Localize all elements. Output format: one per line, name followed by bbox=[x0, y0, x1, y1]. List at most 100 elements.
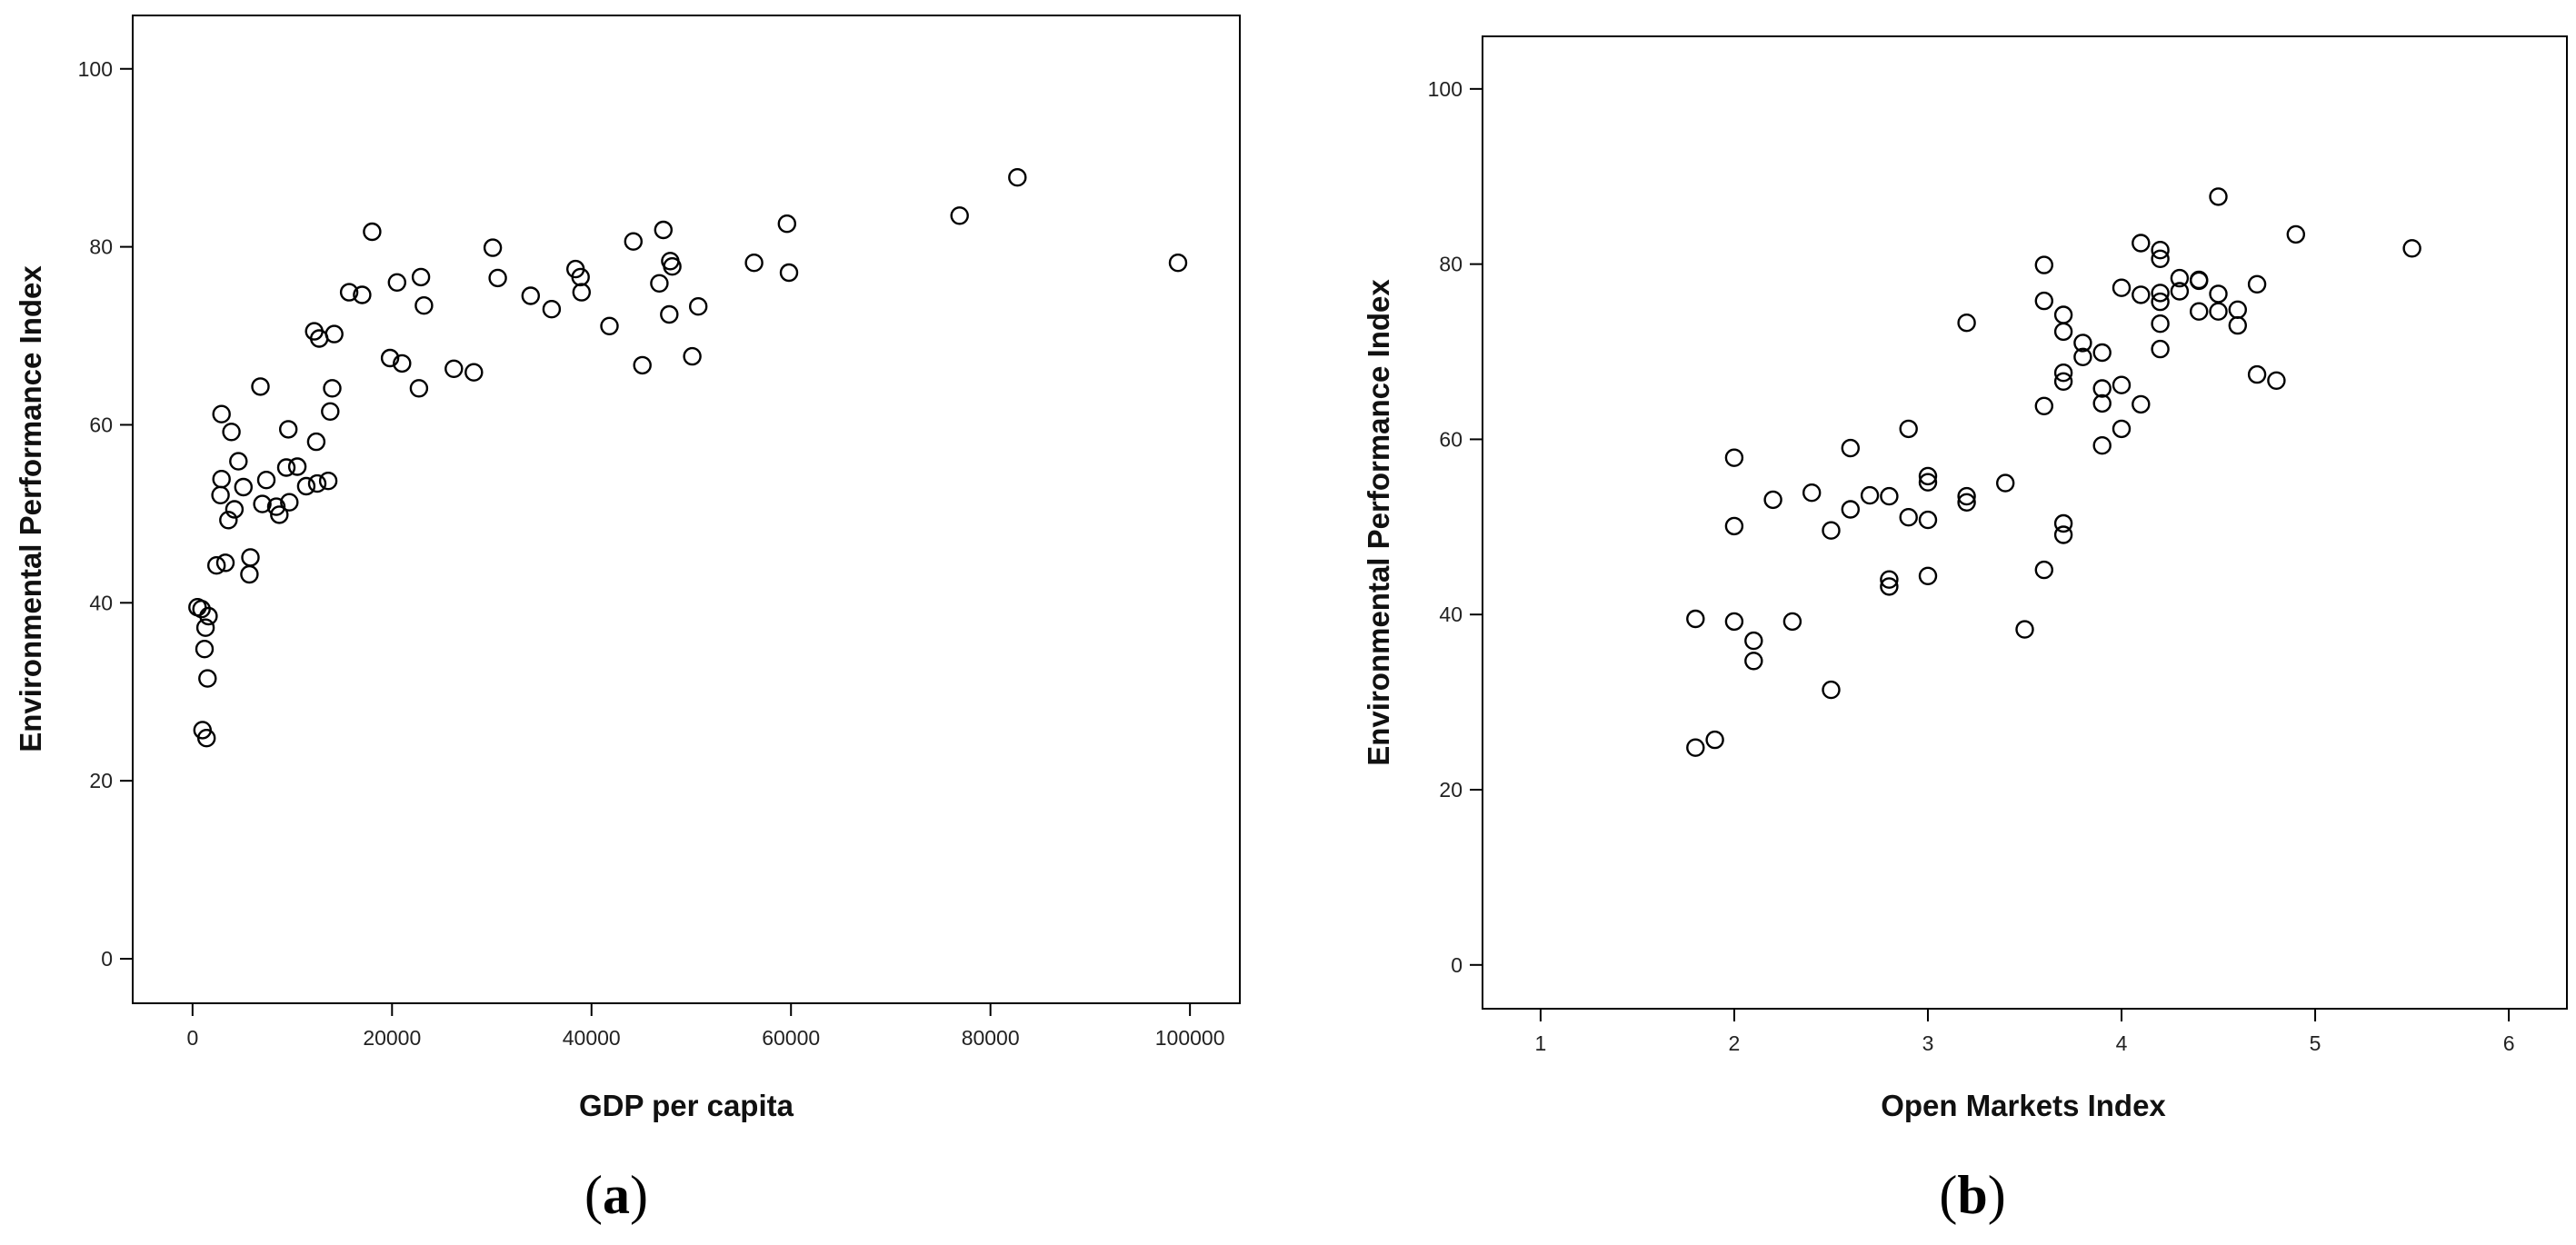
panel-b-data-point bbox=[2151, 249, 2170, 268]
panel-b-data-point bbox=[2247, 364, 2267, 384]
panel-b-data-point bbox=[1705, 730, 1724, 750]
panel-a-y-axis-label: Environmental Performance Index bbox=[14, 265, 47, 752]
panel-b-data-point bbox=[1957, 493, 1976, 512]
panel-b-data-point bbox=[1782, 612, 1802, 632]
panel-b-data-point bbox=[2209, 302, 2228, 321]
panel-a-data-point bbox=[339, 283, 359, 302]
panel-b-data-point bbox=[1724, 612, 1744, 632]
panel-a-x-tick-label: 20000 bbox=[363, 1026, 421, 1050]
panel-b-y-axis-label: Environmental Performance Index bbox=[1362, 279, 1395, 766]
panel-a-data-point bbox=[663, 257, 682, 276]
panel-b-chart: 1 2 3 4 5 6 0 20 40 60 80 100 Open Markets Index E… bbox=[1362, 35, 2568, 1225]
panel-b-data-point bbox=[2132, 285, 2151, 304]
panel-b-data-point bbox=[2170, 282, 2190, 301]
panel-a-data-point bbox=[363, 222, 382, 242]
panel-a-data-point bbox=[306, 432, 326, 452]
panel-b-data-point bbox=[2151, 292, 2170, 312]
panel-b-data-point bbox=[1957, 314, 1976, 333]
panel-a-data-point bbox=[387, 273, 406, 292]
panel-a-x-tick-label: 100000 bbox=[1155, 1026, 1225, 1050]
panel-b-data-point bbox=[2151, 339, 2170, 359]
panel-b-y-axis: 0 20 40 60 80 100 bbox=[1428, 77, 1483, 977]
panel-a-data-point bbox=[1008, 167, 1027, 187]
panel-b-x-axis: 1 2 3 4 5 6 bbox=[1535, 1009, 2515, 1055]
panel-b-data-point bbox=[1880, 577, 1899, 596]
panel-a-data-point bbox=[521, 286, 540, 305]
panel-b-data-point bbox=[2092, 436, 2112, 455]
panel-a-data-point bbox=[199, 606, 218, 626]
panel-b-data-point bbox=[2112, 419, 2132, 439]
panel-b-x-tick-label: 3 bbox=[1922, 1031, 1934, 1055]
panel-b-data-point bbox=[2053, 305, 2073, 324]
panel-b-x-tick-label: 6 bbox=[2503, 1031, 2515, 1055]
panel-a-points bbox=[188, 167, 1188, 748]
panel-b-data-point bbox=[2132, 394, 2151, 414]
panel-a-data-point bbox=[279, 420, 298, 439]
panel-a-data-point bbox=[241, 548, 260, 567]
panel-b-data-point bbox=[2034, 560, 2054, 580]
panel-a-data-point bbox=[219, 511, 238, 530]
panel-a-x-axis: 0 20000 40000 60000 80000 100000 bbox=[186, 1003, 1225, 1050]
panel-b-data-point bbox=[1880, 486, 1899, 506]
panel-a-data-point bbox=[215, 553, 235, 573]
panel-b-data-point bbox=[2112, 375, 2132, 394]
panel-a-data-point bbox=[324, 324, 344, 344]
panel-a-x-tick-label: 0 bbox=[186, 1026, 198, 1050]
panel-b-data-point bbox=[2034, 291, 2054, 311]
panel-a-data-point bbox=[444, 359, 464, 378]
panel-a-data-point bbox=[240, 564, 259, 584]
panel-a-data-point bbox=[318, 472, 338, 491]
panel-b-data-point bbox=[2132, 234, 2151, 253]
panel-b-data-point bbox=[1724, 448, 1744, 467]
panel-b-data-point bbox=[1860, 485, 1880, 505]
panel-a-data-point bbox=[229, 452, 248, 471]
panel-a-data-point bbox=[280, 493, 299, 512]
panel-b-data-point bbox=[2053, 322, 2073, 342]
panel-a-data-point bbox=[779, 263, 799, 283]
panel-b-data-point bbox=[2053, 372, 2073, 391]
panel-b-data-point bbox=[1899, 419, 1918, 439]
panel-b-data-point bbox=[2228, 300, 2248, 319]
panel-b-x-axis-label: Open Markets Index bbox=[1881, 1089, 2166, 1122]
panel-a-data-point bbox=[251, 377, 270, 396]
panel-a-data-point bbox=[195, 640, 215, 659]
panel-b-y-tick-label: 20 bbox=[1439, 778, 1463, 802]
panel-b-data-point bbox=[2073, 334, 2092, 353]
panel-a-data-point bbox=[660, 304, 679, 324]
panel-a-data-point bbox=[414, 296, 434, 315]
panel-a-data-point bbox=[1168, 254, 1188, 273]
panel-a-y-axis: 0 20 40 60 80 100 bbox=[78, 57, 133, 971]
panel-b-data-point bbox=[1686, 609, 1705, 629]
panel-a-y-tick-label: 80 bbox=[89, 235, 113, 259]
panel-b-data-point bbox=[1744, 652, 1763, 671]
panel-a-x-tick-label: 80000 bbox=[962, 1026, 1020, 1050]
panel-b-data-point bbox=[1918, 566, 1938, 585]
panel-b-data-point bbox=[2034, 396, 2054, 415]
panel-a-x-axis-label: GDP per capita bbox=[579, 1089, 794, 1122]
panel-a-data-point bbox=[650, 274, 669, 293]
panel-b-data-point bbox=[2053, 364, 2073, 383]
panel-b-data-point bbox=[1744, 631, 1763, 651]
panel-a-data-point bbox=[266, 497, 286, 516]
panel-b-x-tick-label: 4 bbox=[2116, 1031, 2128, 1055]
panel-a-x-tick-label: 60000 bbox=[762, 1026, 820, 1050]
panel-a-y-tick-label: 40 bbox=[89, 591, 113, 614]
panel-a-data-point bbox=[321, 402, 340, 421]
panel-b-data-point bbox=[2034, 255, 2054, 274]
panel-b-data-point bbox=[2151, 241, 2170, 260]
panel-b-label: (b) bbox=[1939, 1165, 2005, 1225]
panel-b-data-point bbox=[2053, 513, 2073, 533]
panel-b-data-point bbox=[2073, 347, 2092, 366]
panel-a-data-point bbox=[744, 254, 764, 273]
panel-a-data-point bbox=[633, 355, 652, 375]
panel-a-data-point bbox=[411, 267, 431, 287]
panel-a-data-point bbox=[488, 268, 507, 288]
panel-a-data-point bbox=[206, 556, 226, 575]
panel-b-data-point bbox=[2189, 302, 2209, 321]
panel-b-y-tick-label: 60 bbox=[1439, 427, 1463, 451]
panel-b-data-point bbox=[2015, 620, 2034, 639]
panel-a-data-point bbox=[464, 363, 484, 382]
panel-a-data-point bbox=[270, 505, 289, 524]
panel-b-data-point bbox=[2112, 278, 2132, 297]
panel-a-data-point bbox=[542, 300, 562, 319]
